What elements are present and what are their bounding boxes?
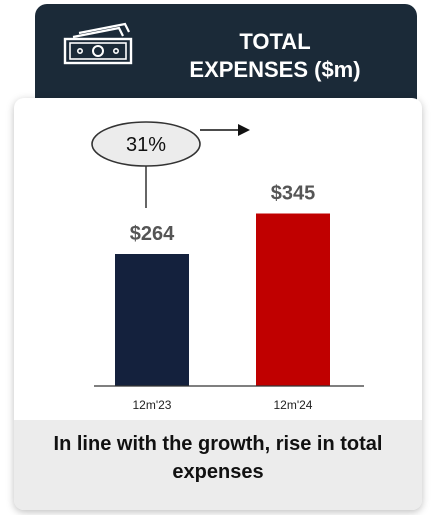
chart-card: $264 12m'23 $345 12m'24 31% In line with the… <box>14 98 422 510</box>
growth-label: 31% <box>126 134 166 156</box>
caption-box: In line with the growth, rise in total e… <box>14 420 422 510</box>
growth-arrow-head <box>238 124 250 136</box>
data-label-1: $264 <box>130 223 175 245</box>
bar-1 <box>115 254 189 386</box>
bar-2 <box>256 213 330 386</box>
money-icon <box>63 22 133 65</box>
x-tick-label-1: 12m'23 <box>133 398 172 412</box>
growth-ellipse <box>91 121 201 167</box>
data-label-2: $345 <box>271 183 316 205</box>
x-tick-label-2: 12m'24 <box>274 398 313 412</box>
header-banner: TOTAL EXPENSES ($m) <box>35 4 417 108</box>
bar-chart: $264 12m'23 $345 12m'24 31% <box>91 121 364 412</box>
page-title: TOTAL EXPENSES ($m) <box>189 29 361 82</box>
caption-text: In line with the growth, rise in total e… <box>53 433 383 483</box>
